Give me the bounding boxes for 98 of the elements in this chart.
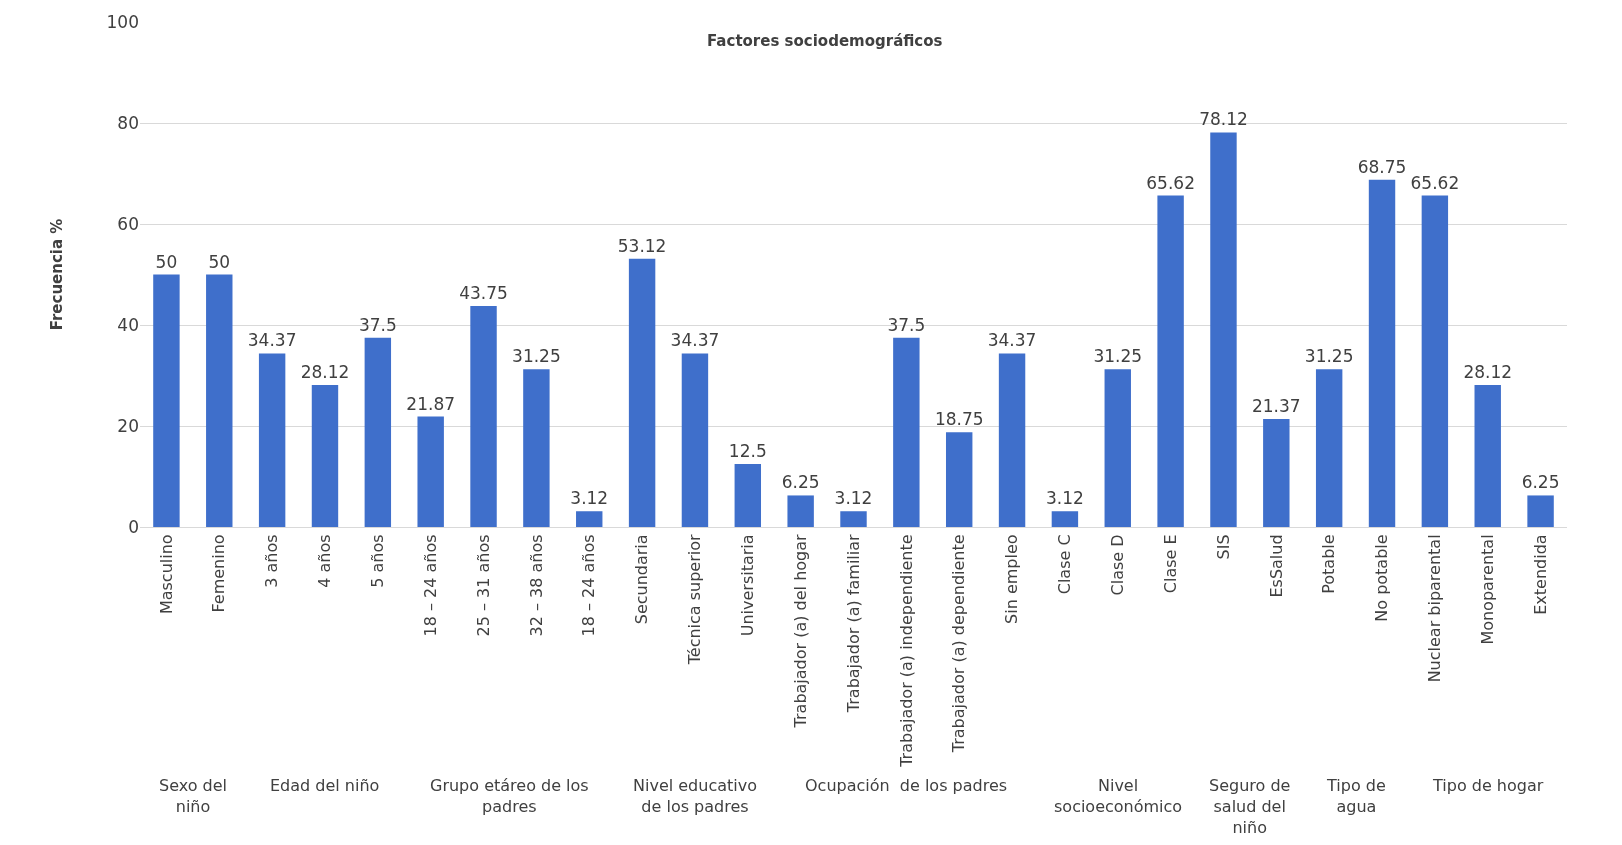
bar <box>576 511 603 527</box>
bar <box>311 384 339 527</box>
bar <box>1157 195 1184 527</box>
x-tick-label: Trabajador (a) del hogar <box>790 533 810 729</box>
text: Nivel educativo de los padres <box>633 776 757 816</box>
text: Seguro de salud del niño <box>1209 776 1291 837</box>
x-tick-label: Universitaria <box>738 534 757 637</box>
bar <box>470 306 497 527</box>
bar <box>1104 369 1131 527</box>
x-tick-label: Femenino <box>209 534 229 613</box>
x-tick-label: Técnica superior <box>685 533 705 666</box>
x-tick-label: Trabajador (a) familiar <box>843 533 863 714</box>
bar <box>1263 419 1290 527</box>
bar <box>945 432 973 527</box>
data-label: 53.12 <box>617 235 667 256</box>
data-label: 12.5 <box>728 440 767 461</box>
data-label: 34.37 <box>247 330 297 351</box>
x-tick-label: Clase D <box>1107 534 1127 596</box>
text: Nivel socioeconómico <box>1054 776 1183 816</box>
data-label: 6.25 <box>1521 472 1560 493</box>
x-tick-label: Clase C <box>1055 534 1075 595</box>
y-tick-label: 40 <box>117 314 139 335</box>
data-label: 65.62 <box>1146 172 1195 193</box>
y-tick-label: 20 <box>117 415 139 436</box>
bar <box>998 353 1026 527</box>
text: Ocupación de los padres <box>805 776 1008 795</box>
x-tick-label: 3 años <box>262 534 282 588</box>
x-tick-label: 4 años <box>315 534 335 588</box>
data-label: 68.75 <box>1357 156 1407 177</box>
data-label: 34.37 <box>670 330 720 351</box>
y-tick-label: 60 <box>117 213 139 234</box>
bar <box>1474 384 1501 527</box>
data-label: 78.12 <box>1199 109 1248 130</box>
x-tick-label: Masculino <box>156 534 176 615</box>
data-label: 65.62 <box>1410 172 1460 193</box>
bar <box>893 337 920 527</box>
data-label: 37.5 <box>358 314 397 335</box>
data-label: 50 <box>155 251 178 272</box>
y-tick-label: 0 <box>128 516 139 537</box>
data-label: 37.5 <box>887 314 926 335</box>
bar <box>1421 195 1449 527</box>
bar <box>206 274 233 527</box>
data-label: 50 <box>208 251 231 272</box>
x-tick-label: No potable <box>1372 534 1392 622</box>
data-label: 18.75 <box>934 409 984 430</box>
bar <box>1210 132 1237 527</box>
data-label: 31.25 <box>512 346 561 367</box>
bar <box>364 337 392 527</box>
text: Grupo etáreo de los padres <box>430 776 589 816</box>
x-tick-label: Nuclear biparental <box>1425 534 1445 683</box>
x-tick-label: Trabajador (a) dependiente <box>949 534 969 754</box>
bar <box>681 353 709 527</box>
text: Factores sociodemográficos <box>707 32 943 50</box>
bar <box>1051 511 1079 527</box>
bar <box>417 416 444 527</box>
data-label: 28.12 <box>1463 361 1513 382</box>
x-tick-label: Potable <box>1319 534 1339 594</box>
data-label: 31.25 <box>1304 346 1354 367</box>
bar <box>523 369 550 527</box>
data-label: 3.12 <box>570 488 609 509</box>
y-tick-label: 100 <box>106 11 139 32</box>
data-label: 3.12 <box>834 488 873 509</box>
text: Tipo de agua <box>1326 776 1386 816</box>
x-tick-label: Sin empleo <box>1002 534 1022 624</box>
text: Sexo del niño <box>159 776 228 816</box>
bar <box>734 463 762 527</box>
x-tick-label: Trabajador (a) independiente <box>896 534 916 768</box>
bar <box>1527 495 1554 527</box>
bar <box>787 495 814 527</box>
data-label: 28.12 <box>300 361 350 382</box>
x-tick-label: 5 años <box>368 534 388 588</box>
bar <box>258 353 286 527</box>
data-label: 34.37 <box>987 330 1037 351</box>
bar <box>1368 179 1396 527</box>
text: Tipo de hogar <box>1432 776 1544 795</box>
text: Edad del niño <box>270 776 380 795</box>
bar <box>840 511 867 527</box>
x-tick-label: EsSalud <box>1266 534 1286 598</box>
data-label: 3.12 <box>1045 488 1084 509</box>
x-tick-label: 18 – 24 años <box>579 534 599 637</box>
bar <box>153 274 180 527</box>
data-label: 6.25 <box>781 472 820 493</box>
y-tick-label: 80 <box>117 112 139 133</box>
x-tick-label: Clase E <box>1160 534 1180 594</box>
y-axis-title: Frecuencia % <box>47 218 66 331</box>
bar <box>628 258 656 527</box>
data-label: 43.75 <box>459 283 508 304</box>
x-tick-label: 32 – 38 años <box>526 534 546 637</box>
data-label: 21.37 <box>1251 396 1301 417</box>
x-tick-label: Extendida <box>1530 534 1550 615</box>
x-tick-label: Secundaria <box>632 534 652 625</box>
bar <box>1315 369 1343 527</box>
data-label: 31.25 <box>1093 346 1143 367</box>
x-tick-label: Monoparental <box>1477 534 1497 645</box>
x-tick-label: 25 – 31 años <box>473 534 493 637</box>
data-label: 21.87 <box>406 393 456 414</box>
x-tick-label: SIS <box>1213 534 1233 560</box>
x-tick-label: 18 – 24 años <box>420 534 440 637</box>
